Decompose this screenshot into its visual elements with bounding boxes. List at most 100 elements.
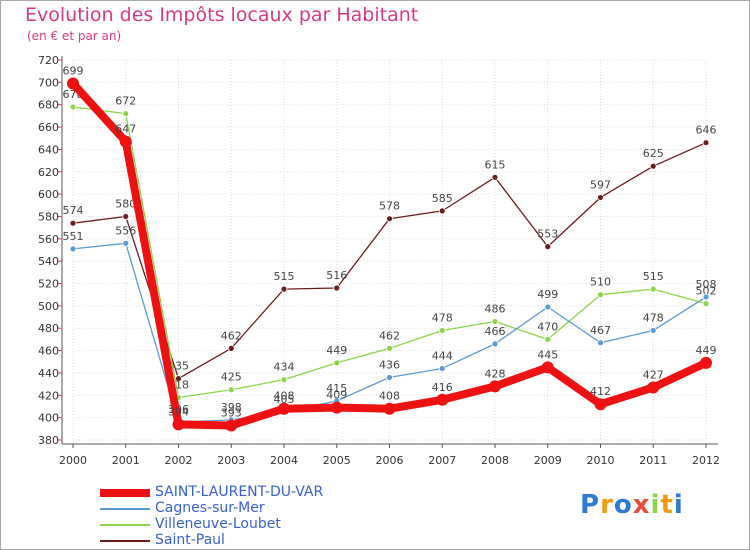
logo-letter: i xyxy=(650,490,661,520)
y-tick-label: 640 xyxy=(38,143,59,156)
data-point-cagnes-sur-mer xyxy=(438,365,446,372)
data-point-villeneuve-loubet xyxy=(544,336,552,343)
data-point-saint-laurent-du-var xyxy=(489,380,501,393)
data-label-saint-laurent-du-var: 409 xyxy=(326,389,347,402)
data-label-saint-laurent-du-var: 408 xyxy=(274,390,295,403)
data-label-cagnes-sur-mer: 405 xyxy=(274,393,295,406)
y-tick-label: 720 xyxy=(38,54,59,67)
data-point-villeneuve-loubet xyxy=(227,386,235,394)
data-label-cagnes-sur-mer: 436 xyxy=(379,358,400,371)
logo-letter: x xyxy=(632,490,651,520)
legend-swatch xyxy=(100,508,150,510)
data-label-cagnes-sur-mer: 467 xyxy=(590,324,611,337)
data-label-saint-laurent-du-var: 699 xyxy=(63,64,84,77)
data-point-saint-laurent-du-var xyxy=(67,77,79,90)
legend-label: Villeneuve-Loubet xyxy=(155,516,281,532)
data-point-saint-laurent-du-var xyxy=(172,418,185,431)
data-label-cagnes-sur-mer: 415 xyxy=(326,382,347,395)
data-point-saint-laurent-du-var xyxy=(541,361,554,374)
legend-label: Saint-Paul xyxy=(155,532,225,548)
x-tick-label: 2011 xyxy=(639,454,667,467)
data-label-saint-paul: 462 xyxy=(221,329,242,342)
data-point-saint-paul xyxy=(333,284,341,292)
data-point-saint-laurent-du-var xyxy=(225,419,238,432)
data-point-saint-paul xyxy=(649,162,657,170)
data-label-cagnes-sur-mer: 478 xyxy=(643,311,664,324)
data-label-cagnes-sur-mer: 444 xyxy=(432,349,453,362)
y-tick-label: 700 xyxy=(38,76,59,89)
data-point-saint-paul xyxy=(491,173,499,181)
y-tick-label: 620 xyxy=(38,166,59,179)
data-label-saint-paul: 615 xyxy=(485,158,506,171)
legend-swatch xyxy=(100,524,150,526)
y-tick-label: 480 xyxy=(38,322,59,335)
data-label-villeneuve-loubet: 434 xyxy=(274,361,295,374)
y-tick-label: 680 xyxy=(38,99,59,112)
data-label-saint-laurent-du-var: 394 xyxy=(168,405,189,418)
y-tick-label: 460 xyxy=(38,345,59,358)
data-point-villeneuve-loubet xyxy=(702,300,710,308)
legend-label: Cagnes-sur-Mer xyxy=(155,500,265,516)
data-label-saint-paul: 516 xyxy=(326,269,347,282)
chart-subtitle: (en € et par an) xyxy=(27,29,122,43)
data-label-saint-paul: 553 xyxy=(537,228,558,241)
data-label-cagnes-sur-mer: 556 xyxy=(115,224,136,237)
x-tick-label: 2005 xyxy=(323,454,351,467)
logo-letter: P xyxy=(580,490,601,520)
data-label-saint-paul: 578 xyxy=(379,200,400,213)
data-label-villeneuve-loubet: 502 xyxy=(696,285,717,298)
x-tick-label: 2004 xyxy=(270,454,298,467)
data-label-villeneuve-loubet: 470 xyxy=(537,320,558,333)
data-label-saint-paul: 574 xyxy=(63,204,84,217)
data-label-saint-paul: 625 xyxy=(643,147,664,160)
data-label-cagnes-sur-mer: 551 xyxy=(63,230,84,243)
y-tick-label: 500 xyxy=(38,300,59,313)
data-point-cagnes-sur-mer xyxy=(597,339,604,347)
data-point-cagnes-sur-mer xyxy=(386,374,393,381)
data-label-villeneuve-loubet: 672 xyxy=(115,95,136,108)
data-label-villeneuve-loubet: 510 xyxy=(590,276,611,289)
y-tick-label: 580 xyxy=(38,210,59,223)
data-point-villeneuve-loubet xyxy=(333,359,341,367)
legend-swatch xyxy=(100,489,150,497)
data-point-saint-laurent-du-var xyxy=(383,402,396,415)
data-label-cagnes-sur-mer: 508 xyxy=(696,278,717,291)
data-label-saint-laurent-du-var: 445 xyxy=(537,348,558,361)
x-tick-label: 2000 xyxy=(59,454,87,467)
data-label-saint-laurent-du-var: 449 xyxy=(696,344,717,357)
data-point-villeneuve-loubet xyxy=(280,376,288,384)
data-point-saint-laurent-du-var xyxy=(436,393,449,406)
data-label-saint-paul: 646 xyxy=(696,124,717,137)
proxiti-logo: Proxiti xyxy=(580,490,684,520)
logo-letter: t xyxy=(660,490,674,520)
data-label-saint-laurent-du-var: 393 xyxy=(221,406,242,419)
data-label-saint-paul: 515 xyxy=(274,270,295,283)
data-point-saint-laurent-du-var xyxy=(119,135,132,148)
data-point-saint-paul xyxy=(597,194,604,201)
logo-letter: o xyxy=(613,490,633,520)
data-label-saint-paul: 585 xyxy=(432,192,453,205)
data-point-saint-paul xyxy=(280,285,288,293)
chart-title: Evolution des Impôts locaux par Habitant xyxy=(25,4,419,26)
y-tick-label: 660 xyxy=(38,121,59,134)
x-tick-label: 2007 xyxy=(428,454,456,467)
x-tick-label: 2008 xyxy=(481,454,509,467)
x-tick-label: 2012 xyxy=(692,454,720,467)
data-point-saint-laurent-du-var xyxy=(594,398,607,411)
data-label-saint-laurent-du-var: 427 xyxy=(643,368,664,381)
logo-letter: r xyxy=(600,490,614,520)
data-point-villeneuve-loubet xyxy=(491,318,499,325)
x-tick-label: 2001 xyxy=(112,454,140,467)
data-label-cagnes-sur-mer: 499 xyxy=(537,288,558,301)
data-point-saint-laurent-du-var xyxy=(647,381,660,394)
data-label-cagnes-sur-mer: 466 xyxy=(485,325,506,338)
data-label-saint-laurent-du-var: 647 xyxy=(115,123,136,136)
data-point-saint-paul xyxy=(227,344,235,352)
data-point-villeneuve-loubet xyxy=(438,327,446,334)
legend-swatch xyxy=(100,540,150,542)
data-label-saint-laurent-du-var: 408 xyxy=(379,390,400,403)
data-label-saint-paul: 580 xyxy=(115,197,136,210)
x-tick-label: 2003 xyxy=(217,454,245,467)
x-tick-label: 2006 xyxy=(376,454,404,467)
